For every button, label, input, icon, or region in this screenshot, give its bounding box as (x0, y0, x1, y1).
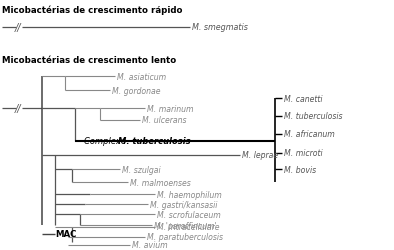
Text: M. tuberculosis: M. tuberculosis (118, 137, 191, 146)
Text: M. microti: M. microti (284, 148, 323, 158)
Text: M. bovis: M. bovis (284, 165, 316, 174)
Text: M. avium: M. avium (132, 240, 167, 249)
Text: Complexo: Complexo (84, 137, 129, 146)
Text: M. tuberculosis: M. tuberculosis (284, 112, 342, 121)
Text: M. africanum: M. africanum (284, 130, 335, 139)
Text: M. haemophilum: M. haemophilum (157, 190, 222, 199)
Text: M. marinum: M. marinum (147, 104, 193, 113)
Text: M. szulgai: M. szulgai (122, 165, 161, 174)
Text: M. paratuberculosis: M. paratuberculosis (147, 232, 223, 241)
Text: MAC: MAC (55, 230, 76, 238)
Text: //: // (15, 23, 21, 33)
Text: M. malmoenses: M. malmoenses (130, 178, 191, 187)
Text: M. intracellulare: M. intracellulare (157, 222, 219, 232)
Text: Micobactérias de crescimento rápido: Micobactérias de crescimento rápido (2, 6, 182, 16)
Text: M. gordonae: M. gordonae (112, 86, 160, 95)
Text: M. gastri/kansasii: M. gastri/kansasii (150, 200, 217, 209)
Text: //: // (15, 104, 21, 114)
Text: M. canetti: M. canetti (284, 94, 323, 103)
Text: M. ulcerans: M. ulcerans (142, 116, 186, 125)
Text: M. smegmatis: M. smegmatis (192, 23, 248, 32)
Text: M. scrofulaceum: M. scrofulaceum (157, 210, 221, 219)
Text: M. leprae: M. leprae (242, 150, 278, 160)
Text: Micobactérias de crescimento lento: Micobactérias de crescimento lento (2, 55, 176, 64)
Text: M. asiaticum: M. asiaticum (117, 72, 166, 82)
Text: M. 'paraffincum': M. 'paraffincum' (154, 221, 217, 230)
